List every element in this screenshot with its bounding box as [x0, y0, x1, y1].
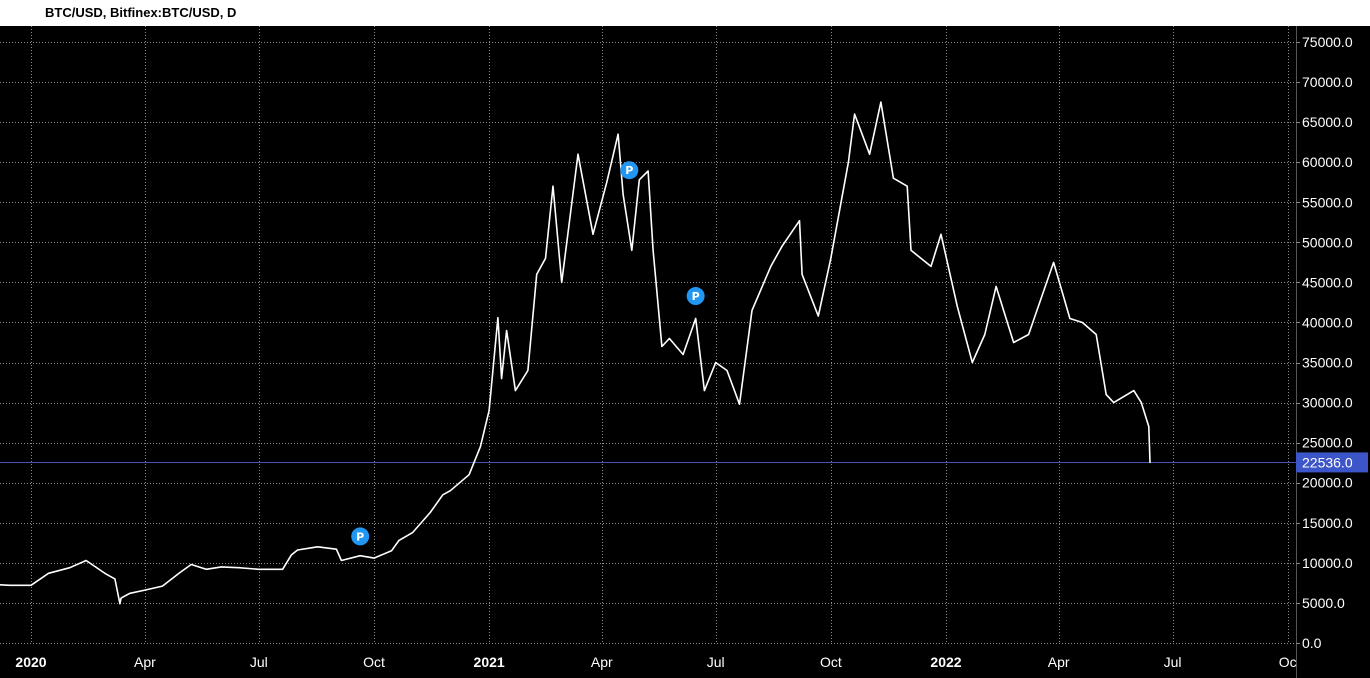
price-tick-label: 55000.0	[1302, 194, 1353, 210]
pivot-marker-label: P	[692, 290, 700, 303]
price-tick-label: 0.0	[1302, 635, 1322, 651]
price-tick-label: 70000.0	[1302, 74, 1353, 90]
pivot-marker[interactable]: P	[351, 527, 370, 546]
price-tick-label: 20000.0	[1302, 475, 1353, 491]
price-tick-label: 40000.0	[1302, 314, 1353, 330]
time-tick-label: Apr	[1048, 654, 1070, 670]
price-tick-label: 10000.0	[1302, 555, 1353, 571]
time-tick-label: Jul	[1164, 654, 1182, 670]
price-tick-label: 65000.0	[1302, 114, 1353, 130]
plot-background	[0, 26, 1370, 678]
time-tick-label: Jul	[707, 654, 725, 670]
pivot-marker-circle	[351, 527, 370, 546]
time-tick-label: 2022	[930, 654, 961, 670]
grid	[0, 26, 1296, 644]
pivot-marker-label: P	[356, 530, 364, 543]
price-tick-label: 60000.0	[1302, 154, 1353, 170]
pivot-marker-circle	[620, 161, 639, 180]
chart[interactable]: P P P 75000.0 70000.0 65000.0 60000.0 55000.0 5…	[0, 26, 1370, 678]
pivot-marker-label: P	[625, 164, 633, 177]
series-line	[0, 101, 1151, 605]
price-tick-label: 35000.0	[1302, 355, 1353, 371]
series-layer	[0, 101, 1151, 605]
price-tick-label: 5000.0	[1302, 595, 1345, 611]
pivot-marker-circle	[686, 287, 705, 306]
price-tick-label: 50000.0	[1302, 234, 1353, 250]
chart-title: BTC/USD, Bitfinex:BTC/USD, D	[45, 5, 237, 20]
current-price-label-bg	[1296, 452, 1368, 473]
price-tick-label: 75000.0	[1302, 34, 1353, 50]
time-tick-label: 2020	[15, 654, 46, 670]
price-tick-label: 45000.0	[1302, 274, 1353, 290]
time-tick-label: Jul	[250, 654, 268, 670]
price-axis: 75000.0 70000.0 65000.0 60000.0 55000.0 50000…	[1296, 34, 1353, 651]
pivot-marker[interactable]: P	[686, 287, 705, 306]
time-tick-label: Apr	[134, 654, 156, 670]
time-tick-label: Oct	[363, 654, 385, 670]
time-tick-label: Oc	[1279, 654, 1297, 670]
current-price-label-text: 22536.0	[1302, 454, 1353, 470]
time-tick-label: 2021	[474, 654, 505, 670]
time-axis: 2020 Apr Jul Oct 2021 Apr Jul Oct 2022 Apr Jul Oc	[15, 654, 1296, 670]
title-bar: BTC/USD, Bitfinex:BTC/USD, D	[0, 0, 1370, 26]
price-tick-label: 30000.0	[1302, 395, 1353, 411]
time-tick-label: Oct	[820, 654, 842, 670]
marker-layer: P P P	[351, 161, 705, 546]
pivot-marker[interactable]: P	[620, 161, 639, 180]
current-price-label-group: 22536.0	[1296, 452, 1368, 473]
current-price-label: 22536.0	[1296, 452, 1368, 473]
time-tick-label: Apr	[591, 654, 613, 670]
price-tick-label: 25000.0	[1302, 435, 1353, 451]
price-tick-label: 15000.0	[1302, 515, 1353, 531]
